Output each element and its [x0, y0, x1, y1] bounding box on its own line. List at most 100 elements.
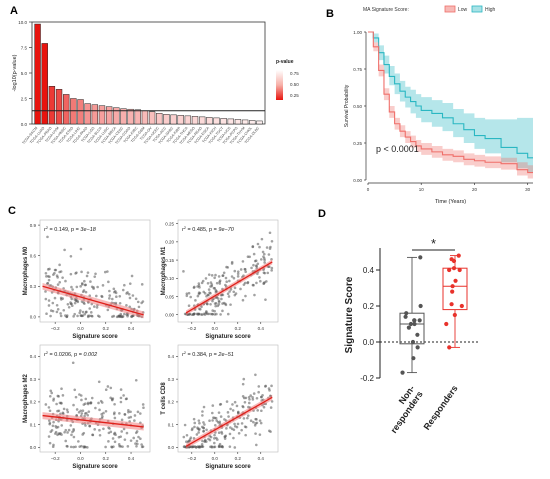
- scatter-point: [74, 445, 77, 449]
- scatter-point: [242, 377, 246, 381]
- scatter-point: [214, 302, 218, 305]
- scatter-point: [239, 287, 242, 291]
- scatter-point: [253, 293, 256, 297]
- scatter-point: [211, 309, 214, 312]
- scatter-point: [47, 278, 51, 282]
- scatter-point: [83, 312, 87, 316]
- scatter-point: [141, 403, 145, 406]
- scatter-point: [113, 416, 117, 420]
- scatter-point: [52, 443, 55, 447]
- bar: [134, 109, 141, 125]
- scatter-point: [81, 290, 85, 293]
- y-tick-label: 0.3: [168, 377, 175, 382]
- scatter-point: [88, 314, 91, 318]
- y-tick-label: 0.2: [168, 400, 175, 405]
- scatter-point: [119, 445, 123, 448]
- scatter-point: [46, 235, 49, 239]
- scatter-point: [205, 428, 208, 432]
- scatter-point: [262, 281, 266, 285]
- scatter-point: [215, 436, 218, 440]
- scatter-point: [185, 433, 189, 437]
- scatter-point: [211, 312, 214, 316]
- scatter-point: [227, 295, 231, 298]
- scatter-point: [207, 288, 211, 291]
- scatter-point: [235, 404, 239, 408]
- scatter-point: [101, 415, 104, 418]
- bar: [234, 119, 242, 125]
- scatter-point: [232, 436, 235, 440]
- scatter-point: [209, 285, 212, 288]
- stat-exponent: 2: [184, 351, 186, 355]
- scatter-point: [212, 445, 216, 449]
- scatter-point: [56, 433, 59, 437]
- scatter-point: [211, 419, 214, 422]
- scatter-point: [223, 435, 227, 439]
- scatter-point: [232, 290, 236, 294]
- scatter-point: [98, 433, 102, 437]
- scatter-point: [48, 394, 52, 398]
- scatter-point: [141, 445, 145, 448]
- p-value-annotation: p < 0.0001: [376, 144, 419, 154]
- stat-r-symbol: r: [182, 227, 185, 233]
- scatter-point: [196, 294, 200, 298]
- scatter-point: [190, 313, 194, 316]
- scatter-point: [106, 308, 110, 312]
- stat-p-value: 0.002: [83, 352, 97, 358]
- scatter-point: [93, 428, 96, 431]
- scatter-point: [72, 315, 75, 318]
- scatter-point: [55, 310, 59, 314]
- scatter-point: [225, 280, 228, 284]
- scatter-point: [84, 397, 88, 401]
- scatter-point: [258, 276, 261, 279]
- scatter-point: [233, 286, 237, 290]
- stat-exponent: 2: [46, 226, 48, 230]
- scatter-point: [263, 261, 266, 264]
- scatter-point: [249, 394, 253, 397]
- scatter-point: [109, 386, 113, 390]
- bar: [105, 106, 113, 125]
- scatter-point: [252, 392, 256, 395]
- scatter-point: [182, 270, 185, 273]
- scatter-point: [255, 396, 259, 400]
- scatter-point: [94, 406, 97, 410]
- x-tick-label: 0.4: [258, 326, 265, 331]
- scatter-point: [270, 266, 274, 270]
- scatter-point: [205, 310, 208, 313]
- y-tick-label: 0.10: [165, 276, 174, 281]
- scatter-point: [247, 401, 251, 405]
- scatter-point: [183, 423, 187, 427]
- scatter-subplot: 0.0 0.3 0.6 0.9 −0.2 0.0 0.2 0.4 Signature score…: [23, 219, 151, 340]
- ci-band-high: [368, 32, 533, 173]
- scatter-subplot: 0.0 0.1 0.2 0.3 0.4 −0.2 0.0 0.2 0.4 Signature sc…: [23, 344, 151, 470]
- scatter-point: [252, 263, 255, 267]
- x-tick-label: 0.2: [103, 326, 110, 331]
- scatter-point: [255, 265, 259, 268]
- scatter-point: [44, 403, 48, 406]
- scatter-point: [106, 385, 110, 388]
- scatter-point: [65, 314, 69, 317]
- significance-star: *: [431, 236, 436, 251]
- plot-frame: [39, 344, 151, 453]
- scatter-point: [130, 274, 134, 278]
- scatter-point: [125, 431, 129, 435]
- data-point: [410, 339, 416, 345]
- scatter-point: [248, 398, 251, 401]
- scatter-point: [219, 313, 222, 316]
- scatter-point: [119, 435, 122, 438]
- stat-r-symbol: r: [44, 352, 47, 358]
- fit-line: [42, 285, 144, 316]
- scatter-point: [129, 439, 133, 442]
- scatter-point: [198, 445, 202, 449]
- scatter-point: [227, 415, 230, 418]
- scatter-point: [270, 269, 273, 272]
- scatter-point: [55, 402, 58, 406]
- scatter-point: [234, 292, 238, 295]
- scatter-point: [206, 281, 210, 285]
- data-point: [450, 284, 455, 289]
- y-tick-label: 0.25: [353, 141, 362, 146]
- scatter-point: [49, 389, 53, 393]
- scatter-point: [248, 255, 251, 259]
- y-tick-label: 0.00: [165, 313, 174, 318]
- group-label: Responders: [422, 383, 460, 431]
- scatter-point: [232, 276, 236, 280]
